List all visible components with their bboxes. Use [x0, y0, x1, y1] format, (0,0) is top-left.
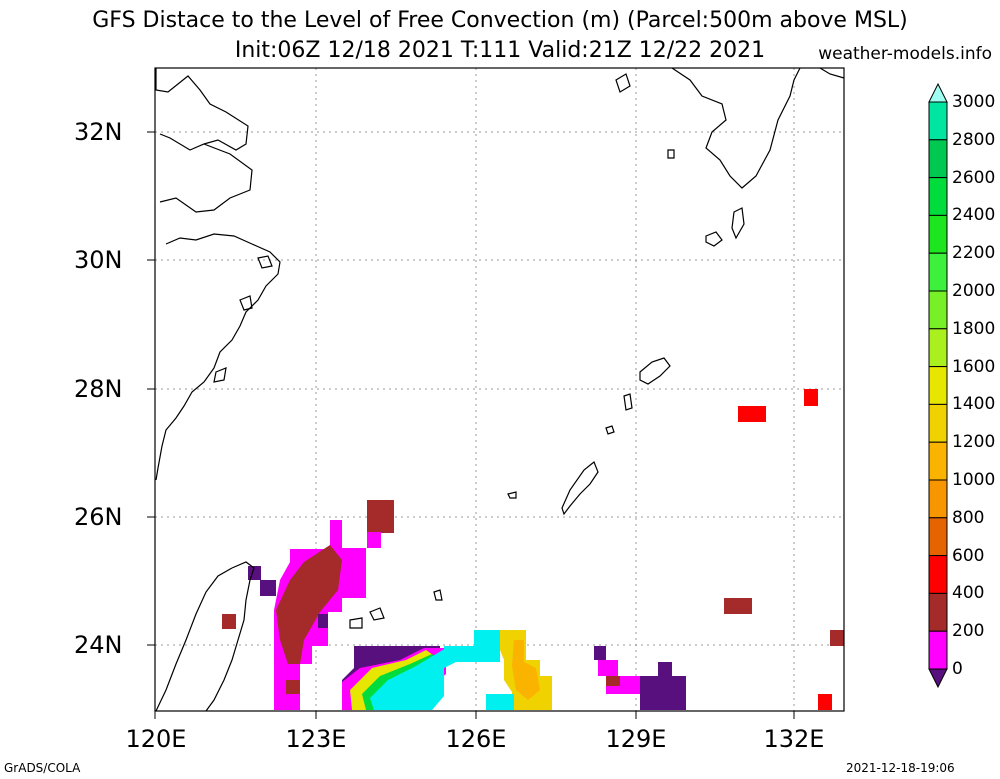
- colorbar-label: 1400: [952, 394, 996, 415]
- lon-label-120e: 120E: [125, 725, 187, 753]
- colorbar-box: [928, 441, 948, 481]
- colorbar-box: [928, 517, 948, 557]
- colorbar-label: 2200: [952, 243, 996, 264]
- colorbar-label: 2400: [952, 205, 996, 226]
- colorbar-label: 200: [952, 621, 985, 642]
- colorbar-label: 1600: [952, 356, 996, 377]
- colorbar-label: 600: [952, 545, 985, 566]
- lon-label-123e: 123E: [285, 725, 347, 753]
- colorbar-bottom-arrow: [928, 668, 948, 689]
- colorbar-label: 2000: [952, 281, 996, 301]
- colorbar-label: 3000: [952, 92, 996, 112]
- colorbar-box: [928, 403, 948, 443]
- lat-label-24n: 24N: [74, 631, 123, 659]
- colorbar-label: 2800: [952, 129, 996, 150]
- colorbar-box: [928, 592, 948, 632]
- colorbar-box: [928, 479, 948, 519]
- footer-right: 2021-12-18-19:06: [846, 761, 955, 775]
- lat-label-32n: 32N: [74, 118, 123, 146]
- lat-label-30n: 30N: [74, 246, 123, 274]
- colorbar-label: 1800: [952, 318, 996, 339]
- colorbar-label: 1200: [952, 432, 996, 453]
- lat-label-28n: 28N: [74, 375, 123, 403]
- colorbar-box: [928, 252, 948, 292]
- colorbar-top-arrow: [928, 82, 948, 103]
- colorbar-box: [928, 101, 948, 141]
- tick-marks: [147, 131, 795, 719]
- site-credit: weather-models.info: [818, 44, 992, 64]
- chart-title: GFS Distace to the Level of Free Convect…: [92, 8, 908, 33]
- colorbar-box: [928, 328, 948, 368]
- colorbar-label: 400: [952, 583, 985, 604]
- lon-label-129e: 129E: [605, 725, 667, 753]
- colorbar-label: 0: [952, 659, 963, 679]
- colorbar-label: 2600: [952, 167, 996, 188]
- footer-left: GrADS/COLA: [4, 761, 81, 775]
- colorbar-box: [928, 630, 948, 670]
- lat-label-26n: 26N: [74, 503, 123, 531]
- colorbar-box: [928, 366, 948, 405]
- colorbar-label: 1000: [952, 470, 996, 490]
- lon-label-126e: 126E: [445, 725, 507, 753]
- coastlines: [155, 67, 845, 712]
- colorbar-label: 800: [952, 507, 985, 528]
- chart-subtitle: Init:06Z 12/18 2021 T:111 Valid:21Z 12/2…: [234, 38, 766, 63]
- colorbar-box: [928, 214, 948, 254]
- lon-label-132e: 132E: [763, 725, 825, 753]
- colorbar-box: [928, 139, 948, 179]
- colorbar-box: [928, 290, 948, 330]
- colorbar-box: [928, 177, 948, 216]
- lfc-shading: [222, 389, 844, 710]
- colorbar-box: [928, 555, 948, 594]
